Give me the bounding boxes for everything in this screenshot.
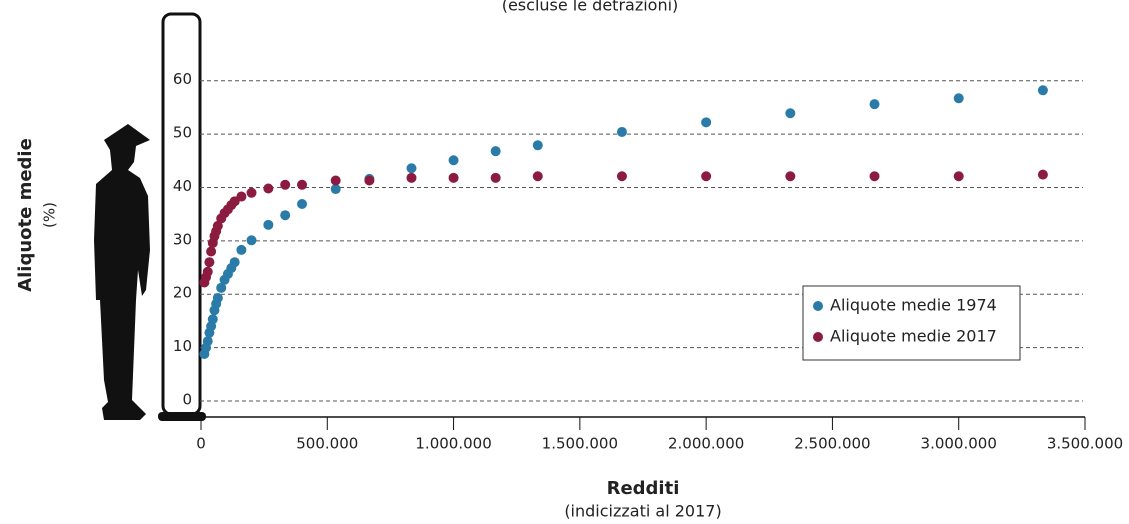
point — [212, 292, 223, 303]
point — [297, 199, 308, 210]
x-tick-label: 2.500.000 — [794, 435, 870, 453]
point — [330, 175, 341, 186]
y-axis-label: Aliquote medie — [15, 138, 36, 292]
point — [206, 246, 217, 257]
point — [785, 108, 796, 119]
point — [364, 175, 375, 186]
y-axis-unit: (%) — [41, 202, 59, 228]
y-tick-label: 50 — [173, 124, 192, 142]
point — [406, 172, 417, 183]
point — [532, 171, 543, 182]
y-tick-label: 30 — [173, 230, 192, 248]
point — [246, 187, 257, 198]
point — [297, 179, 308, 190]
x-tick-label: 500.000 — [296, 435, 358, 453]
y-tick-label: 40 — [173, 177, 192, 195]
point — [616, 171, 627, 182]
y-tick-label: 60 — [173, 70, 192, 88]
point — [869, 171, 880, 182]
legend-label: Aliquote medie 2017 — [830, 327, 997, 346]
point — [330, 184, 341, 195]
point — [785, 171, 796, 182]
point — [246, 235, 257, 246]
silhouette — [94, 124, 150, 420]
x-tick-label: 3.000.000 — [921, 435, 997, 453]
x-tick-label: 1.500.000 — [542, 435, 618, 453]
point — [280, 210, 291, 221]
chart-subtitle: (escluse le detrazioni) — [502, 0, 679, 15]
point — [202, 266, 213, 277]
point — [236, 244, 247, 255]
x-tick-label: 1.000.000 — [415, 435, 491, 453]
point — [406, 163, 417, 174]
point — [532, 140, 543, 151]
x-axis-label: Redditi — [607, 478, 680, 499]
x-tick-label: 3.500.000 — [1047, 435, 1123, 453]
point — [448, 155, 459, 166]
x-axis-sublabel: (indicizzati al 2017) — [564, 502, 721, 521]
x-tick-label: 2.000.000 — [668, 435, 744, 453]
point — [236, 191, 247, 202]
x-tick-label: 0 — [196, 435, 206, 453]
point — [1037, 169, 1048, 180]
legend-marker — [813, 301, 823, 311]
legend-label: Aliquote medie 1974 — [830, 296, 997, 315]
point — [229, 257, 240, 268]
point — [869, 99, 880, 110]
y-tick-label: 20 — [173, 284, 192, 302]
point — [280, 179, 291, 190]
legend-marker — [813, 332, 823, 342]
point — [207, 314, 218, 325]
legend-box — [802, 285, 1021, 361]
point — [490, 172, 501, 183]
point — [1037, 85, 1048, 96]
point — [263, 183, 274, 194]
point — [953, 171, 964, 182]
point — [448, 172, 459, 183]
y-tick-label: 10 — [173, 337, 192, 355]
point — [490, 146, 501, 157]
point — [701, 171, 712, 182]
point — [616, 126, 627, 137]
point — [953, 93, 964, 104]
point — [212, 220, 223, 231]
point — [202, 336, 213, 347]
point — [204, 257, 215, 268]
point — [701, 117, 712, 128]
point — [216, 282, 227, 293]
point — [263, 219, 274, 230]
y-tick-label: 0 — [182, 390, 192, 408]
